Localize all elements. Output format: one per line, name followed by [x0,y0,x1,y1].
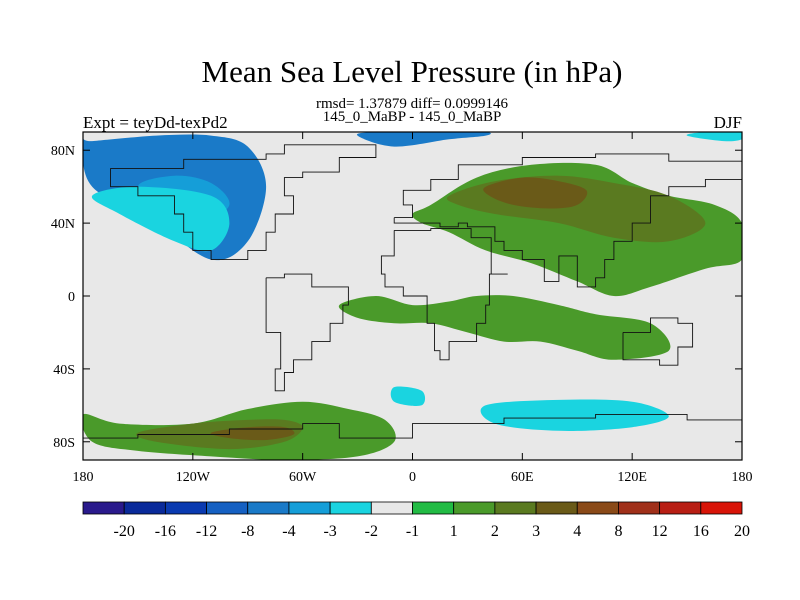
colorbar-label-11: 4 [573,523,581,540]
colorbar-label-14: 16 [693,523,709,540]
contour-fills [83,132,742,460]
x-tick-label-2: 60W [289,470,317,485]
colorbar-label-13: 12 [652,523,668,540]
season-label: DJF [714,113,742,132]
colorbar-box-2 [164,501,207,515]
x-axis: 180 120W 60W 0 60E 120E 180 [73,132,753,485]
stats-label: rmsd= 1.37879 diff= 0.0999146 [316,96,509,112]
colorbar-label-1: -16 [155,523,176,540]
colorbar-box-6 [329,501,372,515]
contour-region-13 [210,426,295,441]
comparison-label: 145_0_MaBP - 145_0_MaBP [323,109,502,125]
y-tick-label-1: 40N [51,217,75,232]
colorbar-box-14 [659,501,702,515]
colorbar-label-2: -12 [196,523,217,540]
x-tick-label-1: 120W [176,470,211,485]
colorbar-box-9 [453,501,496,515]
colorbar-label-10: 3 [532,523,540,540]
colorbar-box-4 [247,501,290,515]
colorbar-box-11 [535,501,578,515]
colorbar-label-15: 20 [734,523,750,540]
x-tick-label-3: 0 [409,470,416,485]
coastline-2 [380,228,508,361]
contour-region-12 [483,177,588,209]
coastline-4 [622,317,694,366]
y-tick-label-4: 80S [53,436,75,451]
contour-region-6 [480,399,669,431]
coastline-5 [83,413,742,439]
coastlines [83,144,742,439]
y-tick-label-2: 0 [68,290,75,305]
x-tick-label-4: 60E [511,470,534,485]
x-tick-label-6: 180 [732,470,753,485]
x-tick-label-0: 180 [73,470,94,485]
coastline-3 [393,153,742,288]
colorbar-box-10 [494,501,537,515]
colorbar-label-3: -8 [241,523,254,540]
contour-region-8 [338,295,671,360]
contour-region-3 [91,186,230,252]
y-tick-label-0: 80N [51,144,75,159]
colorbar-label-5: -3 [323,523,336,540]
colorbar-label-9: 2 [491,523,499,540]
colorbar-box-0 [82,501,125,515]
y-axis: 80N 40N 0 40S 80S [51,144,742,451]
colorbar-box-5 [288,501,331,515]
y-tick-label-3: 40S [53,363,75,378]
experiment-label: Expt = teyDd-texPd2 [83,113,228,132]
colorbar-box-3 [206,501,249,515]
map-panel: 180 120W 60W 0 60E 120E 180 80N 40N 0 40S 80S [51,131,753,485]
colorbar-box-13 [618,501,661,515]
colorbar-box-12 [576,501,619,515]
colorbar-box-15 [700,501,743,515]
x-tick-label-5: 120E [617,470,647,485]
contour-region-4 [686,132,742,142]
colorbar-box-8 [412,501,455,515]
colorbar-label-0: -20 [114,523,135,540]
coastline-1 [265,273,349,392]
colorbar-label-12: 8 [614,523,622,540]
colorbar: -20 -16 -12 -8 -4 -3 -2 -1 1 2 3 4 8 12 16 20 [82,501,750,540]
colorbar-label-7: -1 [406,523,419,540]
colorbar-box-7 [370,501,413,515]
contour-region-5 [390,386,426,406]
colorbar-label-6: -2 [365,523,378,540]
colorbar-label-4: -4 [282,523,295,540]
colorbar-label-8: 1 [450,523,458,540]
contour-region-1 [356,132,491,147]
coastline-0 [110,144,377,261]
chart-title: Mean Sea Level Pressure (in hPa) [202,54,623,89]
colorbar-box-1 [123,501,166,515]
